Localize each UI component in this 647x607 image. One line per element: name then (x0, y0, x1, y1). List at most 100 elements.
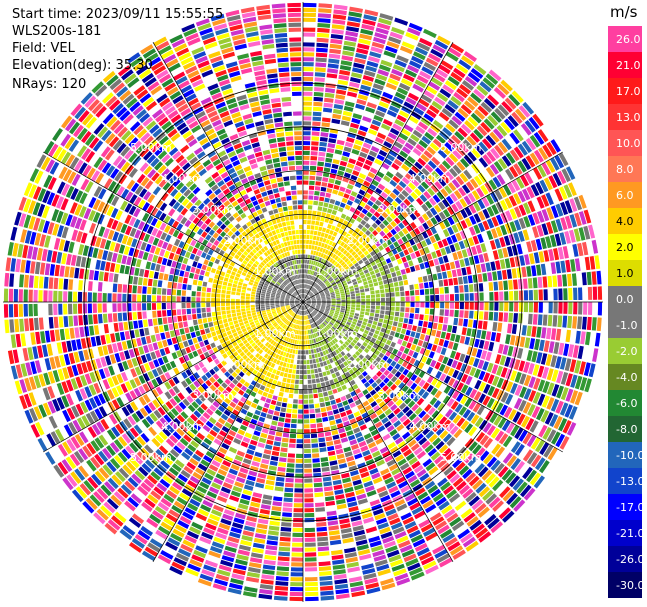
velocity-gate (333, 314, 339, 318)
velocity-gate (399, 333, 405, 340)
velocity-gate (375, 241, 381, 247)
velocity-gate (421, 66, 434, 76)
velocity-gate (296, 453, 303, 459)
velocity-gate (276, 566, 290, 572)
velocity-gate (458, 240, 466, 250)
velocity-gate (457, 343, 464, 353)
velocity-gate (270, 510, 281, 517)
velocity-gate (364, 159, 373, 167)
velocity-gate (295, 314, 298, 319)
velocity-gate (481, 169, 491, 181)
velocity-gate (463, 154, 474, 165)
velocity-gate (389, 353, 396, 360)
velocity-gate (310, 156, 318, 161)
velocity-gate (372, 549, 385, 558)
velocity-gate (376, 459, 385, 467)
velocity-gate (303, 71, 314, 77)
velocity-gate (319, 237, 324, 242)
velocity-gate (346, 321, 351, 326)
velocity-gate (357, 268, 363, 273)
velocity-gate (543, 177, 553, 191)
velocity-gate (301, 340, 303, 345)
velocity-gate (270, 515, 281, 521)
velocity-gate (394, 91, 406, 100)
velocity-gate (497, 343, 504, 354)
velocity-gate (304, 289, 306, 294)
velocity-gate (419, 194, 428, 203)
velocity-gate (398, 263, 405, 270)
velocity-gate (284, 418, 291, 423)
velocity-gate (567, 273, 572, 287)
velocity-gate (485, 194, 495, 205)
velocity-gate (344, 257, 349, 263)
velocity-gate (311, 443, 319, 448)
velocity-gate (325, 401, 331, 407)
velocity-gate (312, 289, 317, 293)
velocity-gate (426, 366, 434, 375)
velocity-gate (333, 184, 340, 190)
velocity-gate (464, 453, 474, 464)
velocity-gate (373, 211, 381, 218)
velocity-gate (386, 216, 393, 223)
velocity-gate (460, 123, 472, 134)
velocity-gate (277, 365, 282, 371)
velocity-gate (210, 545, 223, 554)
velocity-gate (338, 218, 345, 224)
velocity-gate (394, 197, 403, 205)
velocity-gate (417, 491, 429, 501)
velocity-gate (330, 293, 335, 296)
velocity-gate (309, 235, 313, 240)
velocity-gate (400, 484, 411, 494)
velocity-gate (525, 137, 537, 151)
velocity-gate (569, 214, 578, 228)
velocity-gate (305, 304, 309, 308)
velocity-gate (344, 425, 352, 432)
velocity-gate (268, 378, 274, 384)
velocity-gate (554, 154, 565, 169)
velocity-gate (336, 89, 347, 96)
velocity-gate (333, 324, 338, 329)
velocity-gate (246, 571, 260, 578)
velocity-gate (383, 141, 393, 149)
velocity-gate (456, 250, 463, 259)
velocity-gate (358, 259, 364, 265)
velocity-gate (290, 359, 294, 364)
velocity-gate (389, 267, 395, 273)
velocity-gate (359, 125, 369, 132)
velocity-gate (228, 334, 234, 340)
velocity-gate (443, 340, 449, 348)
velocity-gate (518, 217, 526, 229)
velocity-gate (311, 298, 316, 301)
velocity-gate (262, 564, 276, 570)
velocity-gate (412, 429, 421, 438)
velocity-gate (572, 316, 578, 329)
velocity-gate (281, 356, 285, 362)
velocity-gate (332, 345, 337, 350)
velocity-gate (339, 332, 344, 337)
velocity-gate (427, 321, 433, 329)
velocity-gate (338, 74, 350, 81)
velocity-gate (527, 363, 535, 375)
velocity-gate (348, 369, 355, 375)
velocity-gate (385, 545, 398, 553)
velocity-gate (492, 176, 502, 188)
velocity-gate (451, 115, 463, 126)
velocity-gate (349, 206, 356, 213)
velocity-gate (414, 376, 422, 385)
velocity-gate (261, 574, 275, 580)
velocity-gate (447, 253, 454, 262)
velocity-gate (362, 75, 374, 82)
velocity-gate (345, 294, 351, 298)
velocity-gate (479, 450, 490, 462)
velocity-gate (500, 224, 508, 236)
velocity-gate (261, 428, 269, 434)
velocity-gate (293, 329, 296, 334)
velocity-gate (289, 388, 294, 394)
velocity-gate (269, 404, 276, 410)
velocity-gate (454, 111, 466, 122)
velocity-gate (364, 288, 370, 292)
velocity-gate (304, 310, 307, 315)
velocity-gate (470, 92, 482, 104)
velocity-gate (477, 222, 485, 233)
velocity-gate (355, 52, 368, 60)
